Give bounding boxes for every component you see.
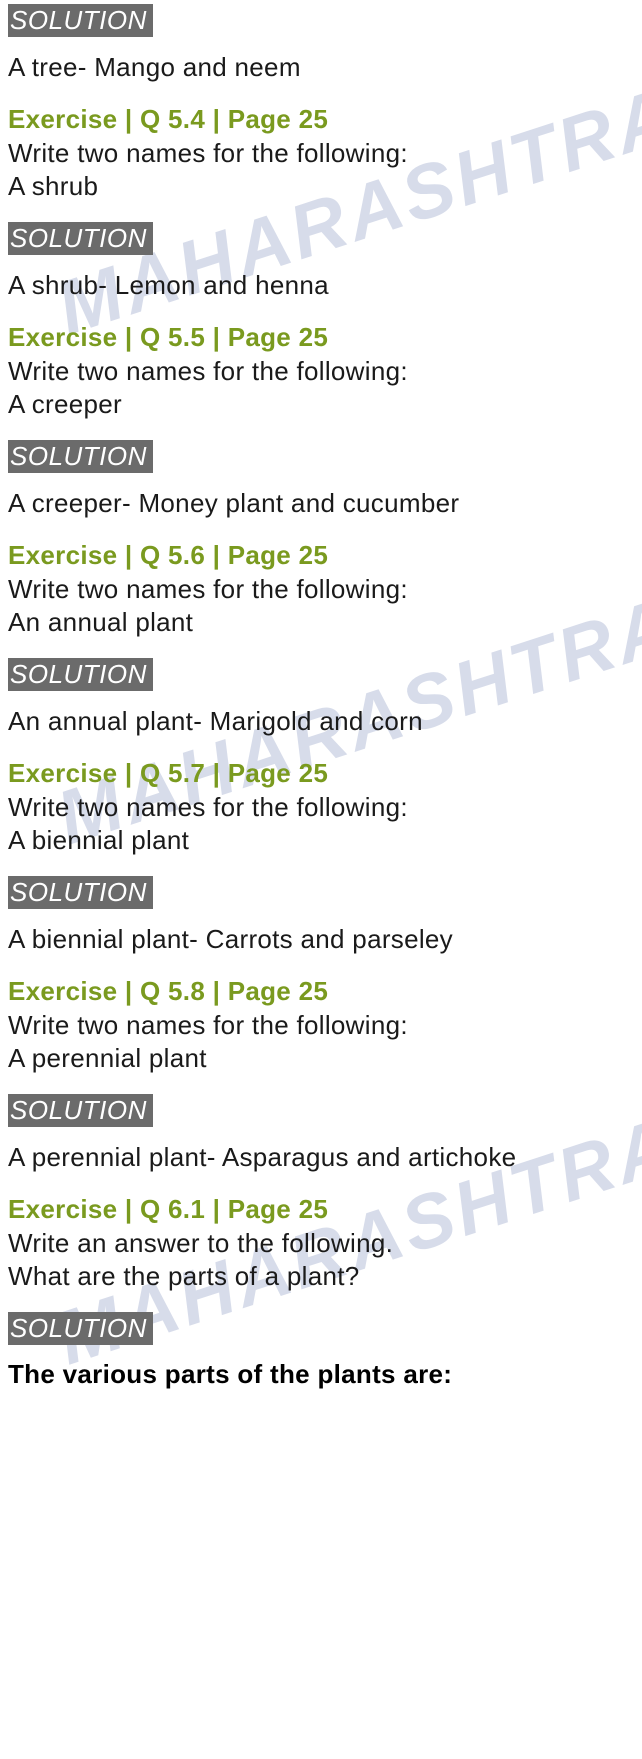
qa-block: SOLUTION A tree- Mango and neem Exercise…	[8, 4, 634, 202]
answer-text: A tree- Mango and neem	[8, 51, 634, 84]
answer-text: A biennial plant- Carrots and parseley	[8, 923, 634, 956]
qa-block: SOLUTION A biennial plant- Carrots and p…	[8, 876, 634, 1074]
question-text: Write two names for the following:	[8, 791, 634, 824]
question-subject: A creeper	[8, 389, 634, 420]
solution-label: SOLUTION	[8, 440, 153, 473]
qa-block: SOLUTION A perennial plant- Asparagus an…	[8, 1094, 634, 1292]
answer-text: A perennial plant- Asparagus and articho…	[8, 1141, 634, 1174]
solution-label: SOLUTION	[8, 1094, 153, 1127]
solution-label: SOLUTION	[8, 1312, 153, 1345]
exercise-header: Exercise | Q 5.7 | Page 25	[8, 758, 634, 789]
question-text: Write two names for the following:	[8, 137, 634, 170]
question-subject: A perennial plant	[8, 1043, 634, 1074]
exercise-header: Exercise | Q 5.4 | Page 25	[8, 104, 634, 135]
solution-label: SOLUTION	[8, 222, 153, 255]
question-subject: A shrub	[8, 171, 634, 202]
solution-label: SOLUTION	[8, 876, 153, 909]
question-text: Write two names for the following:	[8, 355, 634, 388]
document-content: SOLUTION A tree- Mango and neem Exercise…	[8, 4, 634, 1390]
question-text: Write an answer to the following.	[8, 1227, 634, 1260]
question-text: Write two names for the following:	[8, 573, 634, 606]
question-subject: A biennial plant	[8, 825, 634, 856]
final-line: The various parts of the plants are:	[8, 1359, 634, 1390]
answer-text: A shrub- Lemon and henna	[8, 269, 634, 302]
solution-label: SOLUTION	[8, 4, 153, 37]
answer-text: An annual plant- Marigold and corn	[8, 705, 634, 738]
qa-block-final: SOLUTION The various parts of the plants…	[8, 1312, 634, 1390]
question-subject: What are the parts of a plant?	[8, 1261, 634, 1292]
solution-label: SOLUTION	[8, 658, 153, 691]
exercise-header: Exercise | Q 5.5 | Page 25	[8, 322, 634, 353]
qa-block: SOLUTION A creeper- Money plant and cucu…	[8, 440, 634, 638]
exercise-header: Exercise | Q 5.8 | Page 25	[8, 976, 634, 1007]
answer-text: A creeper- Money plant and cucumber	[8, 487, 634, 520]
qa-block: SOLUTION An annual plant- Marigold and c…	[8, 658, 634, 856]
qa-block: SOLUTION A shrub- Lemon and henna Exerci…	[8, 222, 634, 420]
exercise-header: Exercise | Q 5.6 | Page 25	[8, 540, 634, 571]
exercise-header: Exercise | Q 6.1 | Page 25	[8, 1194, 634, 1225]
question-text: Write two names for the following:	[8, 1009, 634, 1042]
question-subject: An annual plant	[8, 607, 634, 638]
